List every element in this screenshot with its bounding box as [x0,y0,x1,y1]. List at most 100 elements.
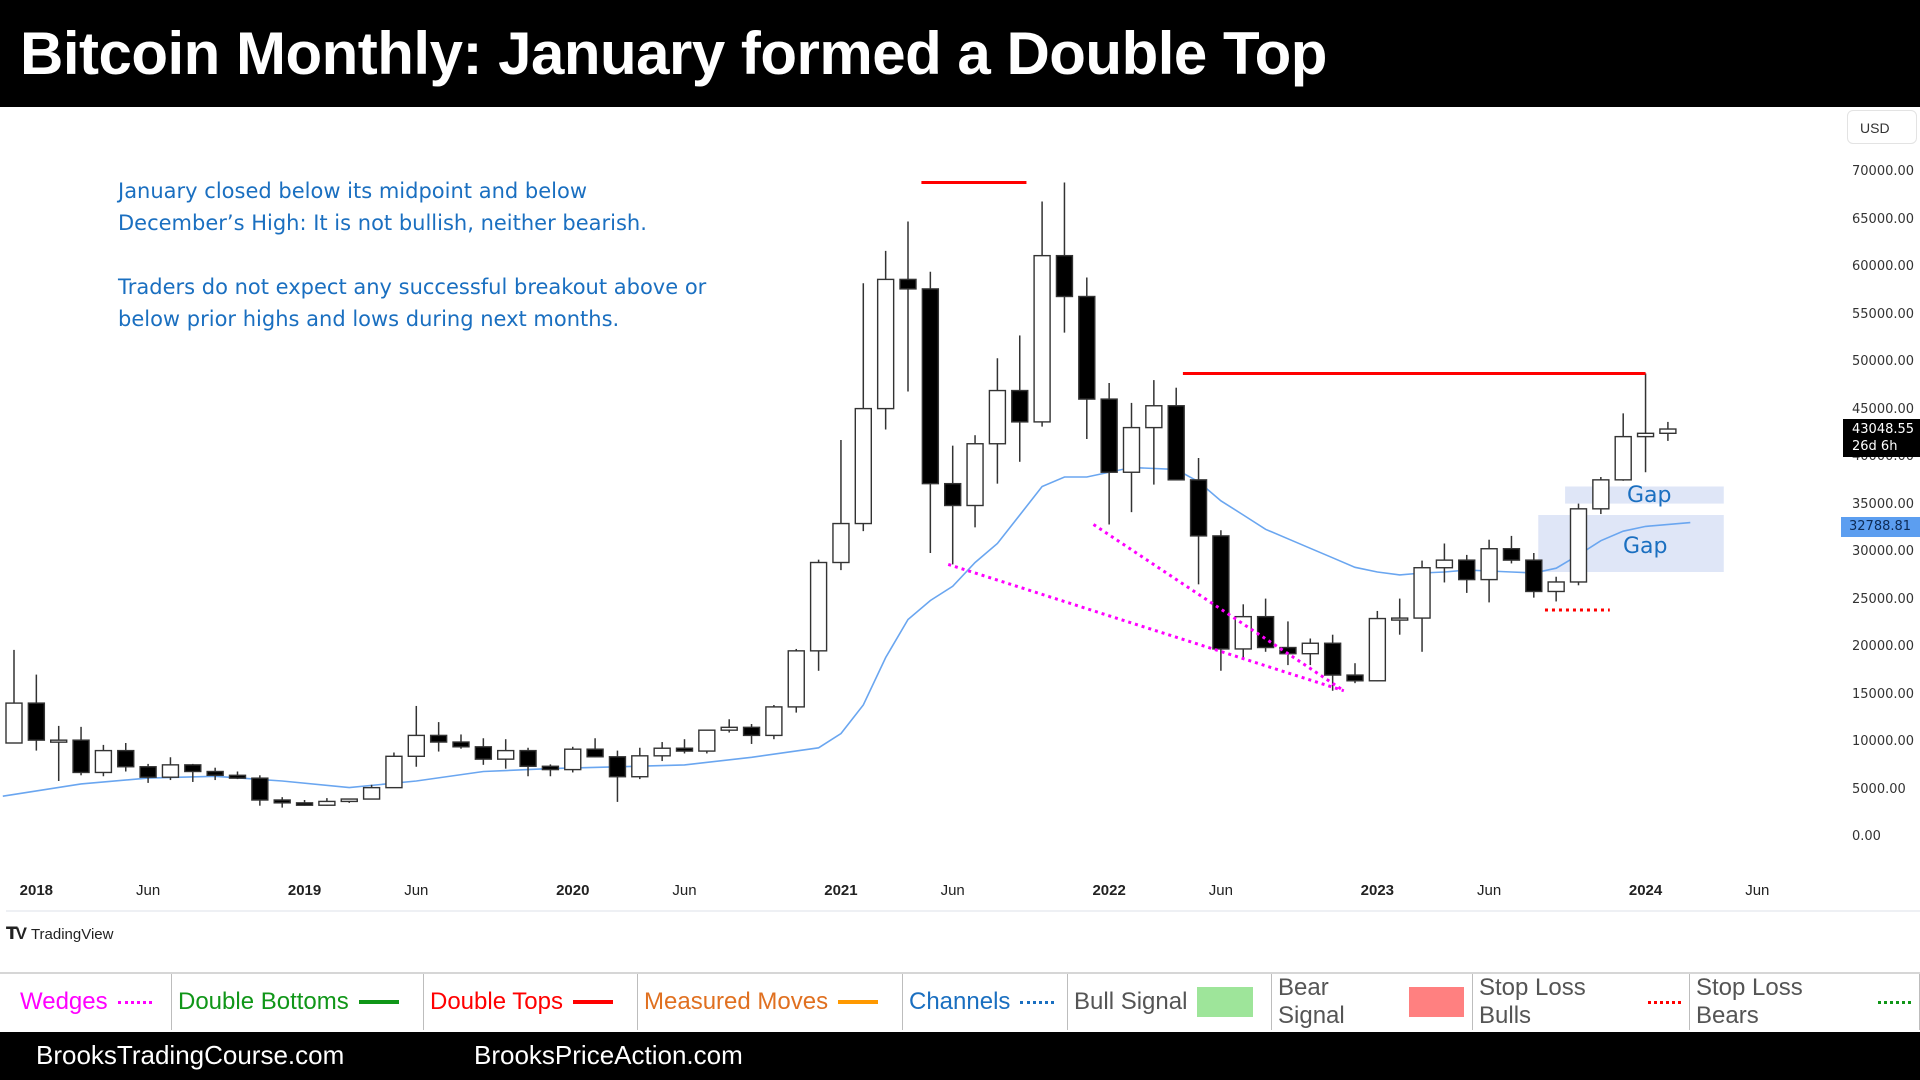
annotation-paragraph-1: January closed below its midpoint and be… [118,179,647,235]
price-tick-label: 5000.00 [1852,781,1906,797]
time-tick-label: Jun [940,882,965,899]
legend-dotted-line-icon [117,1000,152,1004]
legend-label: Measured Moves [644,988,829,1015]
price-tick-label: 70000.00 [1852,164,1915,179]
bear-candle [429,734,448,743]
legend-color-swatch [1197,987,1254,1017]
bear-candle [921,288,940,485]
bull-candle [1569,508,1588,583]
time-tick-label: Jun [136,882,161,899]
time-tick-label: 2024 [1628,882,1663,899]
bear-candle [1078,295,1096,400]
bear-candle [72,739,90,774]
time-tick-label: Jun [404,882,429,899]
bear-candle [541,765,560,771]
bull-candle [1614,435,1632,481]
legend-item: Stop Loss Bulls [1473,974,1690,1030]
bull-candle [1234,615,1252,650]
wedge-line [947,562,1345,693]
legend-label: Wedges [20,988,108,1015]
bear-candle [251,777,269,801]
bull-candle [876,278,895,410]
bull-candle [94,749,113,774]
currency-button[interactable]: USD [1847,110,1917,144]
bull-candle [362,786,381,800]
bull-candle [1480,548,1498,581]
legend-label: Double Tops [430,988,563,1015]
bull-candle [5,702,23,744]
footer-link-brookstradingcourse[interactable]: BrooksTradingCourse.com [36,1040,345,1070]
bear-candle [184,764,202,773]
price-tick-label: 50000.00 [1852,354,1915,369]
bull-candle [854,407,872,525]
bear-candle [899,278,917,290]
bull-candle [631,755,649,778]
legend-item: Double Tops [424,974,638,1030]
bear-candle [1167,405,1185,481]
bull-candle [1435,559,1454,569]
bear-candle [1502,548,1521,561]
bull-candle [1033,254,1051,423]
wedge-line [1092,523,1345,692]
bull-candle [407,734,425,758]
legend-item: Bull Signal [1068,974,1272,1030]
legend-item: Stop Loss Bears [1690,974,1920,1030]
bull-candle [720,726,738,731]
time-tick-label: 2021 [824,882,858,899]
footer-link-brookspriceaction[interactable]: BrooksPriceAction.com [474,1040,743,1070]
bear-candle [452,741,470,748]
bull-candle [1301,642,1320,655]
annotation-note: January closed below its midpoint and be… [118,175,718,367]
bull-candle [1390,617,1409,621]
price-tick-label: 10000.00 [1852,734,1915,749]
candlestick-chart[interactable] [0,107,1920,910]
time-tick-label: Jun [672,882,697,899]
bull-candle [653,747,671,757]
time-tick-label: 2020 [556,882,590,899]
moving-average-line [2,466,1691,797]
price-tick-label: 20000.00 [1852,639,1915,654]
bear-candle [474,746,493,760]
bear-candle [1346,674,1364,682]
price-tick-label: 30000.00 [1852,544,1915,559]
price-tick-label: 45000.00 [1852,401,1915,417]
legend-item: Bear Signal [1272,974,1473,1030]
annotation-paragraph-2: Traders do not expect any successful bre… [118,275,707,331]
bear-candle [1256,615,1275,649]
legend-solid-line-icon [572,1000,613,1004]
bear-candle [27,702,46,741]
bull-candle [318,800,336,806]
tradingview-logo[interactable]: 𝗧V TradingView [6,924,113,944]
legend-label: Bull Signal [1074,988,1188,1015]
bull-candle [1145,405,1163,429]
bull-candle [1636,432,1655,438]
bull-candle [1592,479,1610,510]
chart-pane[interactable] [0,107,1920,910]
price-tick-label: 25000.00 [1852,591,1915,607]
bear-candle [1055,254,1074,298]
time-tick-label: Jun [1477,882,1502,899]
bull-candle [1547,581,1565,593]
bull-candle [385,755,403,789]
bull-candle [966,443,984,507]
bull-candle [1413,567,1431,619]
bull-candle [161,764,180,778]
moving-average-tag: 32788.81 [1841,516,1920,537]
legend-item: Channels [903,974,1068,1030]
bull-candle [50,739,68,743]
bull-candle [832,522,850,564]
legend-label: Double Bottoms [178,988,349,1015]
title-bar: Bitcoin Monthly: January formed a Double… [0,0,1920,107]
pattern-legend: Wedges Double Bottoms Double Tops Measured … [0,972,1920,1034]
bull-candle [1368,617,1387,682]
price-tick-label: 65000.00 [1852,211,1915,227]
legend-label: Channels [909,988,1011,1015]
gap-zone [1538,515,1724,572]
bar-countdown: 26d 6h [1852,439,1898,455]
bear-candle [1458,559,1476,581]
bear-candle [295,802,314,806]
page-title: Bitcoin Monthly: January formed a Double… [20,20,1327,87]
bull-candle [1122,426,1141,473]
bull-candle [340,798,358,803]
time-tick-label: 2023 [1360,882,1395,899]
